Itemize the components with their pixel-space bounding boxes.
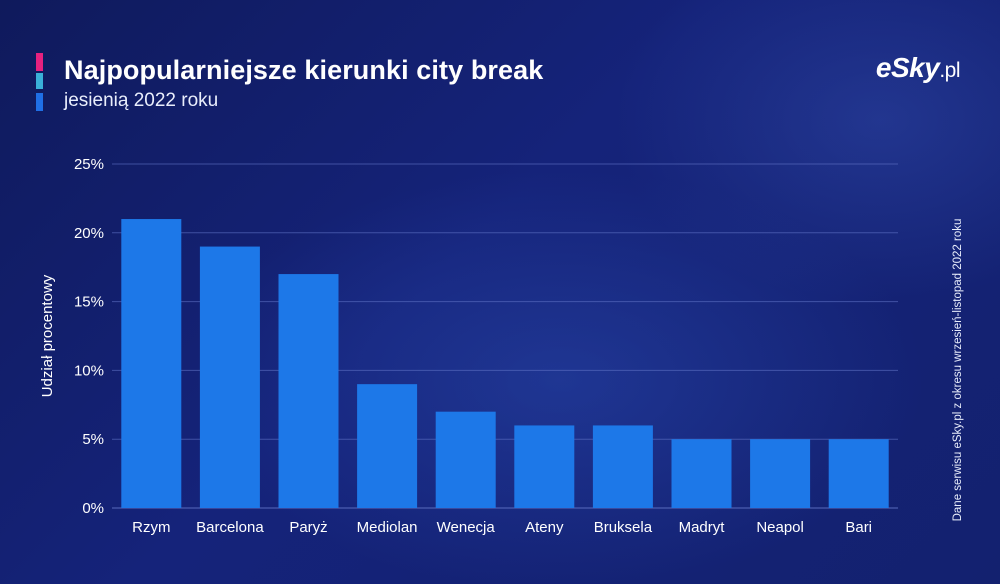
- x-category-label: Paryż: [289, 519, 327, 536]
- y-tick-label: 20%: [74, 225, 104, 242]
- chart-title: Najpopularniejsze kierunki city break: [64, 55, 544, 85]
- bar: [278, 274, 339, 508]
- bar: [357, 384, 418, 508]
- logo-domain: .pl: [939, 59, 960, 82]
- x-category-label: Bruksela: [594, 519, 653, 536]
- bar: [199, 246, 260, 508]
- x-category-label: Ateny: [525, 519, 564, 536]
- x-category-label: Barcelona: [196, 519, 264, 536]
- y-tick-label: 0%: [82, 500, 104, 517]
- bar: [514, 425, 575, 508]
- y-axis-label: Udział procentowy: [39, 274, 56, 397]
- bar: [121, 219, 182, 509]
- bar: [671, 439, 732, 508]
- x-category-label: Madryt: [679, 519, 726, 536]
- y-tick-label: 15%: [74, 294, 104, 311]
- chart-subtitle: jesienią 2022 roku: [64, 90, 219, 111]
- y-tick-label: 5%: [82, 431, 104, 448]
- x-category-label: Wenecja: [437, 519, 496, 536]
- y-tick-label: 25%: [74, 156, 104, 173]
- accent-bar-cyan: [36, 73, 43, 89]
- esky-logo: eSky.pl: [875, 52, 961, 84]
- x-category-label: Mediolan: [357, 519, 418, 536]
- x-category-label: Rzym: [132, 519, 170, 536]
- bar: [435, 411, 496, 508]
- bar: [592, 425, 653, 508]
- y-tick-label: 10%: [74, 362, 104, 379]
- x-category-label: Neapol: [756, 519, 804, 536]
- bar: [750, 439, 811, 508]
- accent-bar-pink: [36, 53, 43, 71]
- x-category-label: Bari: [845, 519, 872, 536]
- bar: [828, 439, 889, 508]
- logo-brand: eSky: [875, 52, 940, 83]
- accent-bar-blue: [36, 93, 43, 111]
